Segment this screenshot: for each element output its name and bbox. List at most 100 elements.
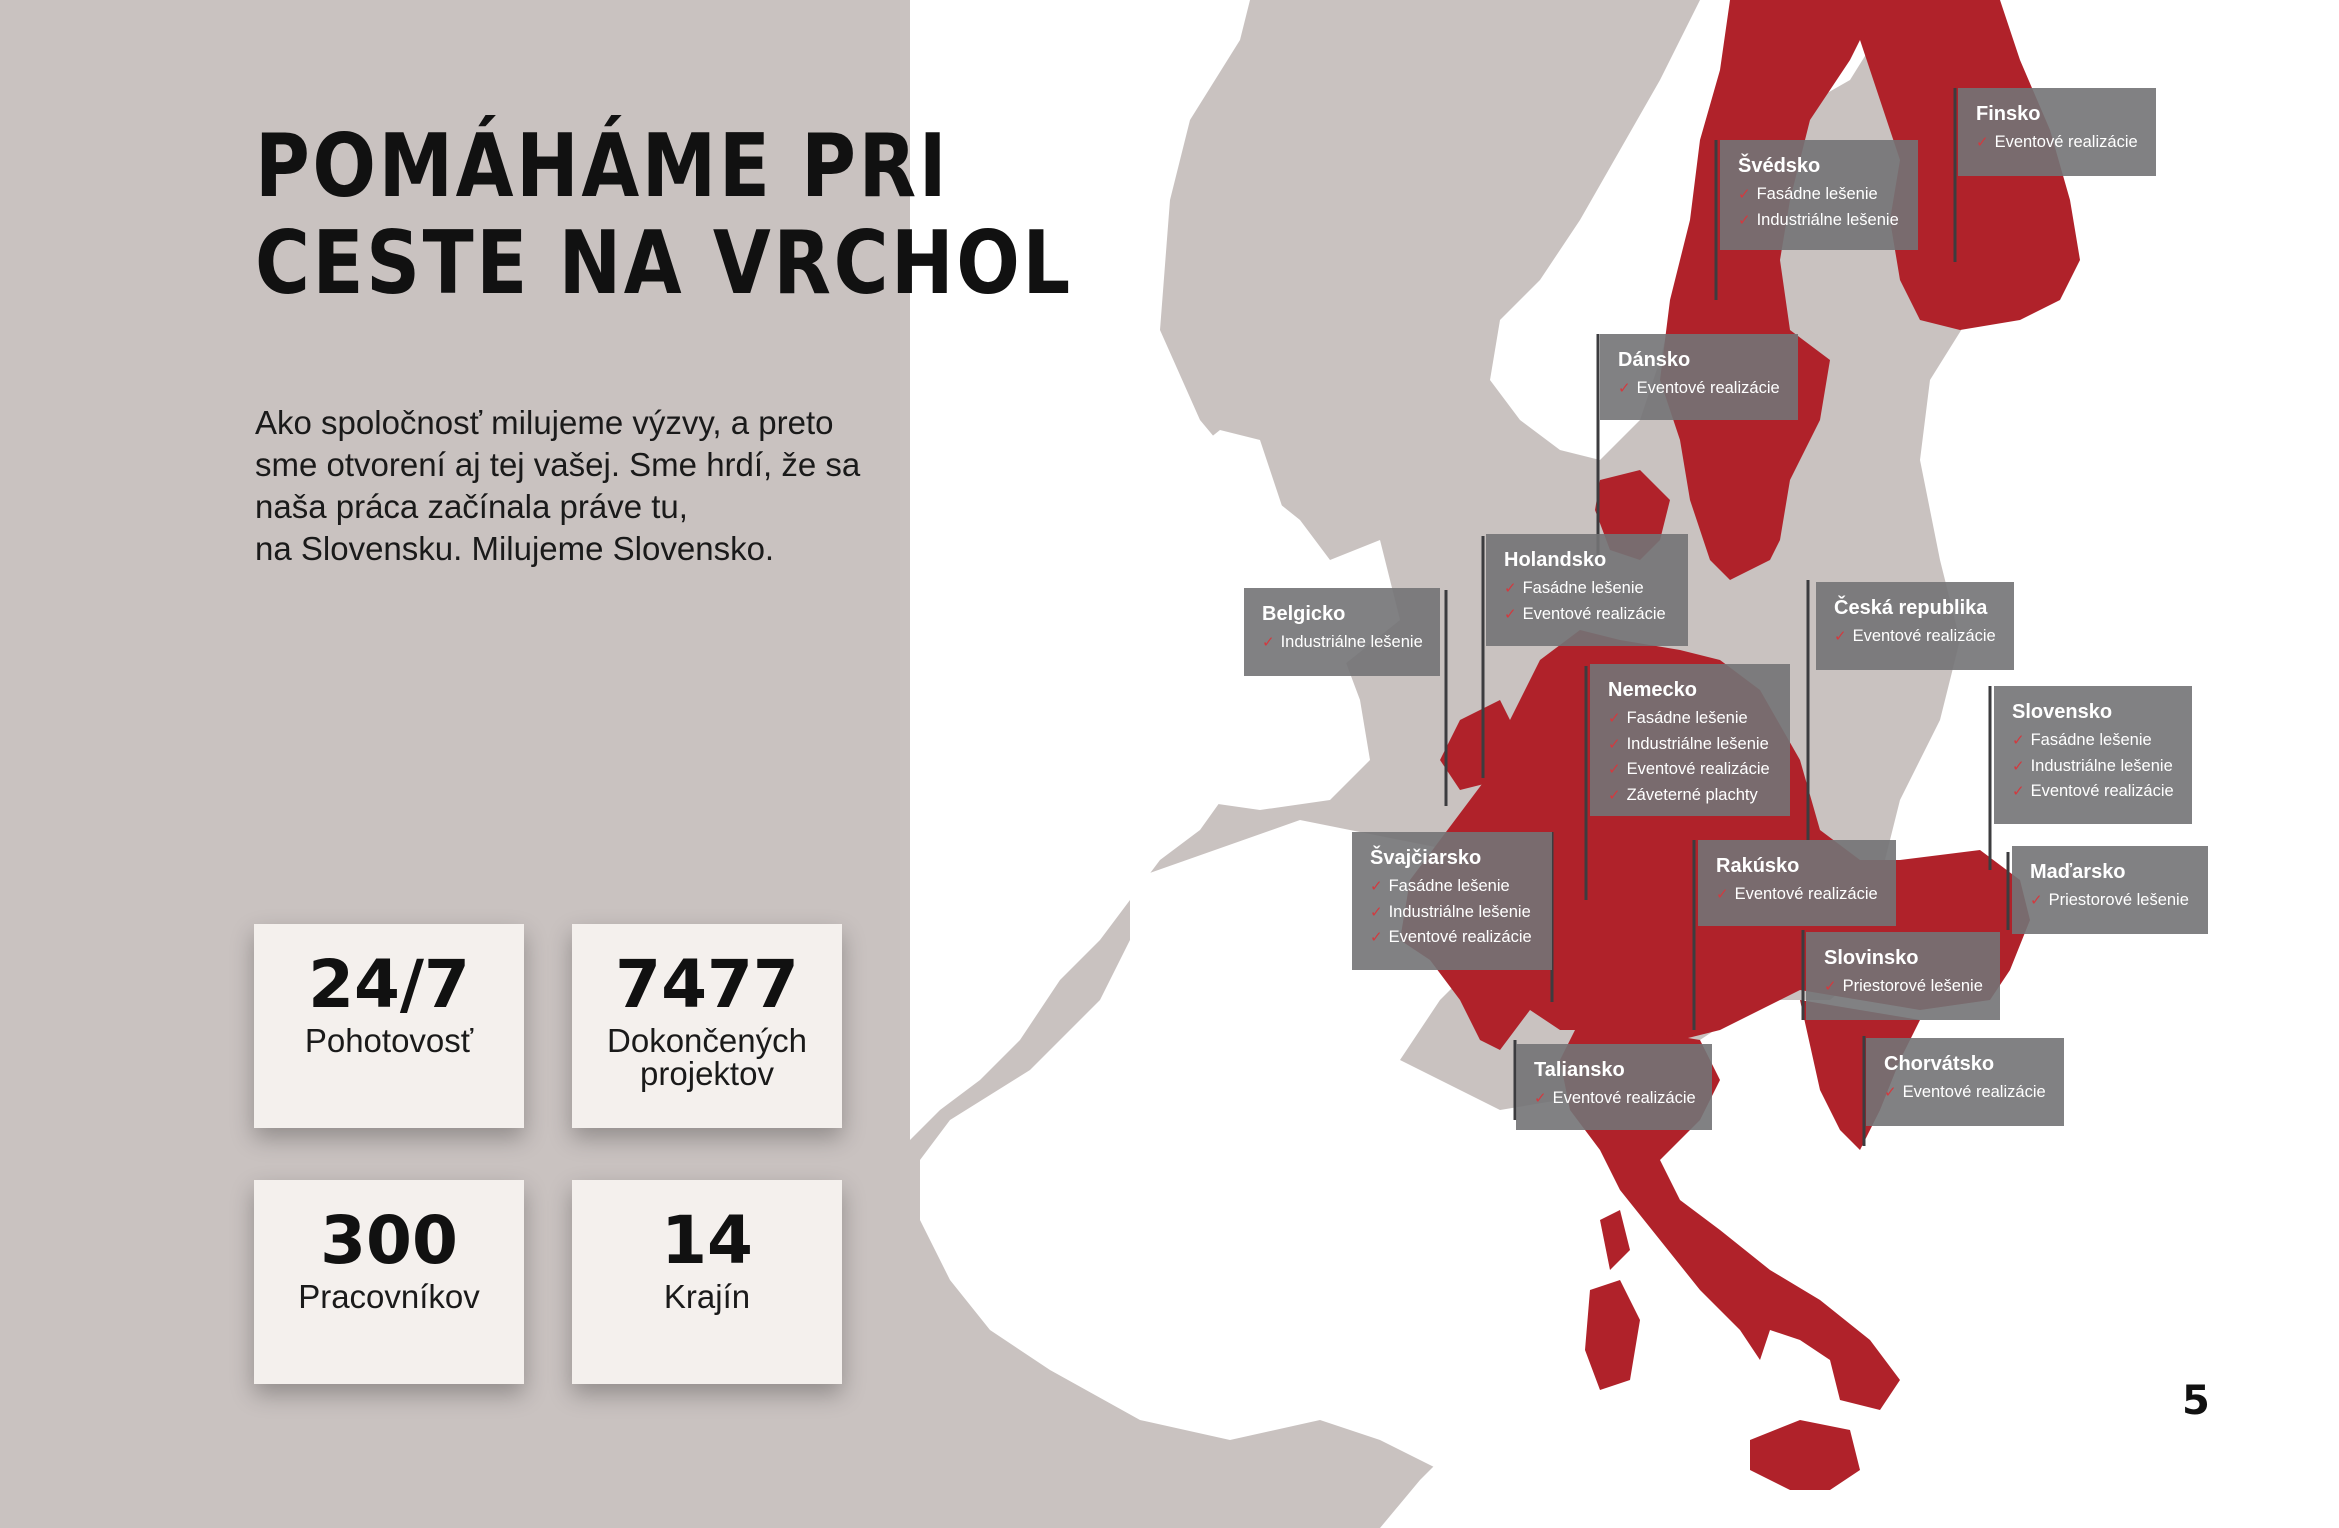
check-icon: ✓ [1608,735,1621,753]
country-label-slovakia: Slovensko ✓ Fasádne lešenie ✓ Industriálne… [1994,686,2192,824]
service-item: ✓ Industriálne lešenie [1370,900,1532,926]
service-label: Eventové realizácie [1388,928,1532,946]
check-icon: ✓ [1370,878,1383,895]
region-corsica [1600,1210,1630,1270]
check-icon: ✓ [1370,903,1383,921]
check-icon: ✓ [2012,783,2025,800]
check-icon: ✓ [2012,757,2025,775]
country-name: Slovinsko [1824,947,1919,969]
stat-card-availability: 24/7 Pohotovosť [254,924,524,1128]
service-label: Eventové realizácie [1636,379,1780,397]
service-label: Eventové realizácie [1852,627,1996,645]
check-icon: ✓ [1716,886,1729,903]
check-icon: ✓ [1884,1084,1897,1101]
region-sardinia [1585,1280,1640,1390]
country-name: Finsko [1976,103,2041,125]
country-label-czech-republic: Česká republika ✓ Eventové realizácie [1816,582,2014,670]
country-name: Nemecko [1608,679,1697,701]
service-label: Eventové realizácie [2030,782,2174,800]
stat-card-employees: 300 Pracovníkov [254,1180,524,1384]
check-icon: ✓ [1504,580,1517,597]
service-label: Industriálne lešenie [2030,756,2173,775]
service-item: ✓ Industriálne lešenie [1608,732,1770,758]
country-label-denmark: Dánsko ✓ Eventové realizácie [1600,334,1798,420]
check-icon: ✓ [1608,761,1621,778]
check-icon: ✓ [2012,732,2025,749]
country-label-belgium: Belgicko ✓ Industriálne lešenie [1244,588,1440,676]
service-label: Fasádne lešenie [1388,877,1510,895]
country-name: Česká republika [1834,597,1988,619]
check-icon: ✓ [1738,186,1751,203]
service-item: ✓ Fasádne lešenie [1504,576,1668,602]
country-label-slovenia: Slovinsko ✓ Priestorové lešenie [1806,932,2000,1020]
country-name: Chorvátsko [1884,1053,1995,1075]
stat-value: 24/7 [308,946,470,1023]
country-name: Holandsko [1504,549,1607,571]
service-item: ✓ Priestorové lešenie [2030,888,2189,914]
country-label-croatia: Chorvátsko ✓ Eventové realizácie [1866,1038,2064,1126]
check-icon: ✓ [1618,380,1631,397]
service-item: ✓ Eventové realizácie [1884,1080,2046,1106]
service-label: Eventové realizácie [1902,1083,2046,1101]
service-label: Industriálne lešenie [1756,210,1899,229]
service-item: ✓ Eventové realizácie [1716,882,1878,908]
service-label: Fasádne lešenie [1756,185,1878,203]
service-label: Záveterné plachty [1626,785,1758,804]
country-name: Taliansko [1534,1059,1625,1081]
country-label-hungary: Maďarsko ✓ Priestorové lešenie [2012,846,2208,934]
service-label: Industriálne lešenie [1388,902,1531,921]
region-sicily [1750,1420,1860,1490]
stat-value: 7477 [615,946,799,1023]
intro-line: sme otvorení aj tej vašej. Sme hrdí, že … [255,446,861,483]
check-icon: ✓ [1608,786,1621,804]
service-item: ✓ Priestorové lešenie [1824,974,1983,1000]
country-label-italy: Taliansko ✓ Eventové realizácie [1516,1044,1712,1130]
check-icon: ✓ [1976,134,1989,151]
service-item: ✓ Eventové realizácie [1834,624,1996,650]
country-name: Maďarsko [2030,861,2126,883]
check-icon: ✓ [1262,634,1275,651]
title-line: CESTE NA VRCHOL [255,212,1073,314]
country-name: Rakúsko [1716,855,1800,877]
region-croatia [1800,1000,1920,1150]
service-item: ✓ Eventové realizácie [2012,779,2174,805]
service-label: Fasádne lešenie [1626,709,1748,727]
service-item: ✓ Eventové realizácie [1618,376,1780,402]
country-label-finland: Finsko ✓ Eventové realizácie [1958,88,2156,176]
intro-line: na Slovensku. Milujeme Slovensko. [255,530,775,567]
intro-line: Ako spoločnosť milujeme výzvy, a preto [255,404,834,441]
title-line: POMÁHÁME PRI [255,115,950,217]
service-label: Eventové realizácie [1734,885,1878,903]
service-label: Priestorové lešenie [2048,891,2189,909]
stat-value: 300 [320,1202,458,1279]
service-label: Eventové realizácie [1552,1089,1696,1107]
service-label: Priestorové lešenie [1842,977,1983,995]
page-title: POMÁHÁME PRI CESTE NA VRCHOL [255,118,1073,312]
check-icon: ✓ [2030,892,2043,909]
service-label: Industriálne lešenie [1280,633,1423,651]
service-item: ✓ Fasádne lešenie [1608,706,1770,732]
country-label-sweden: Švédsko ✓ Fasádne lešenie ✓ Industriálne l… [1720,140,1918,250]
service-item: ✓ Eventové realizácie [1608,757,1770,783]
country-label-switzerland: Švajčiarsko ✓ Fasádne lešenie ✓ Industriál… [1352,832,1552,970]
service-item: ✓ Industriálne lešenie [1738,208,1899,234]
country-name: Švajčiarsko [1370,847,1482,869]
stat-label: Pohotovosť [304,1022,474,1059]
check-icon: ✓ [1834,628,1847,645]
service-label: Eventové realizácie [1994,133,2138,151]
service-item: ✓ Eventové realizácie [1534,1086,1696,1112]
country-name: Slovensko [2012,701,2113,723]
service-item: ✓ Fasádne lešenie [2012,728,2172,754]
stat-label: Krajín [663,1278,751,1315]
service-item: ✓ Fasádne lešenie [1738,182,1898,208]
check-icon: ✓ [1504,605,1517,623]
stat-label: Pracovníkov [298,1278,480,1315]
service-label: Industriálne lešenie [1626,734,1769,753]
intro-line: naša práca začínala práve tu, [255,488,688,525]
country-label-netherlands: Holandsko ✓ Fasádne lešenie ✓ Eventové rea… [1486,534,1688,646]
page-number: 5 [2182,1378,2210,1424]
stat-card-countries: 14 Krajín [572,1180,842,1384]
check-icon: ✓ [1370,929,1383,946]
country-name: Belgicko [1262,603,1346,625]
stat-card-projects: 7477 Dokončených projektov [572,924,842,1128]
